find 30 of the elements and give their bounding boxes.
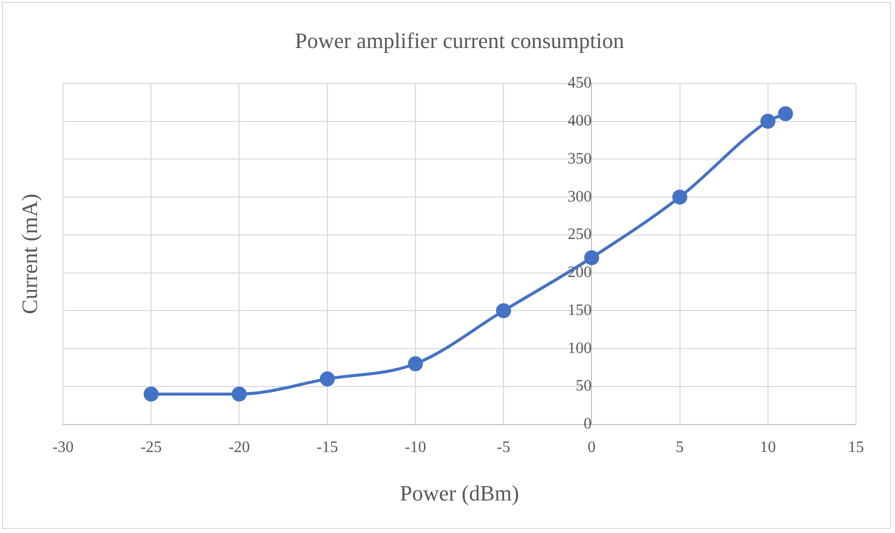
x-tick-label: -25: [140, 439, 162, 456]
y-tick-label: 300: [568, 188, 592, 206]
x-tick-label: -15: [316, 439, 338, 456]
point: [584, 250, 600, 266]
x-axis-title: Power (dBm): [400, 480, 520, 506]
y-axis-title: Current (mA): [16, 194, 42, 314]
point: [672, 190, 688, 205]
y-tick-label: 50: [576, 378, 592, 395]
y-tick-label: 400: [568, 112, 592, 130]
y-tick-label: 100: [568, 340, 592, 357]
x-tick-label: 15: [848, 439, 864, 456]
y-tick-label: 450: [568, 74, 592, 92]
x-tick-label: -20: [228, 439, 250, 456]
x-tick-label: -5: [496, 439, 510, 456]
x-tick-label: -30: [52, 439, 74, 456]
chart-title: Power amplifier current consumption: [294, 28, 624, 53]
x-tick-label: 5: [676, 439, 684, 456]
point: [144, 386, 159, 402]
point: [760, 114, 776, 129]
y-tick-label: 350: [568, 150, 592, 168]
point: [778, 106, 794, 122]
y-tick-label: 250: [568, 226, 592, 244]
point: [408, 356, 423, 372]
x-tick-label: 10: [760, 439, 776, 456]
y-tick-label: 0: [584, 416, 592, 433]
x-tick-label: -10: [404, 439, 426, 456]
point: [232, 386, 247, 402]
point: [320, 371, 335, 386]
point: [496, 303, 512, 318]
y-tick-label: 150: [568, 302, 592, 319]
